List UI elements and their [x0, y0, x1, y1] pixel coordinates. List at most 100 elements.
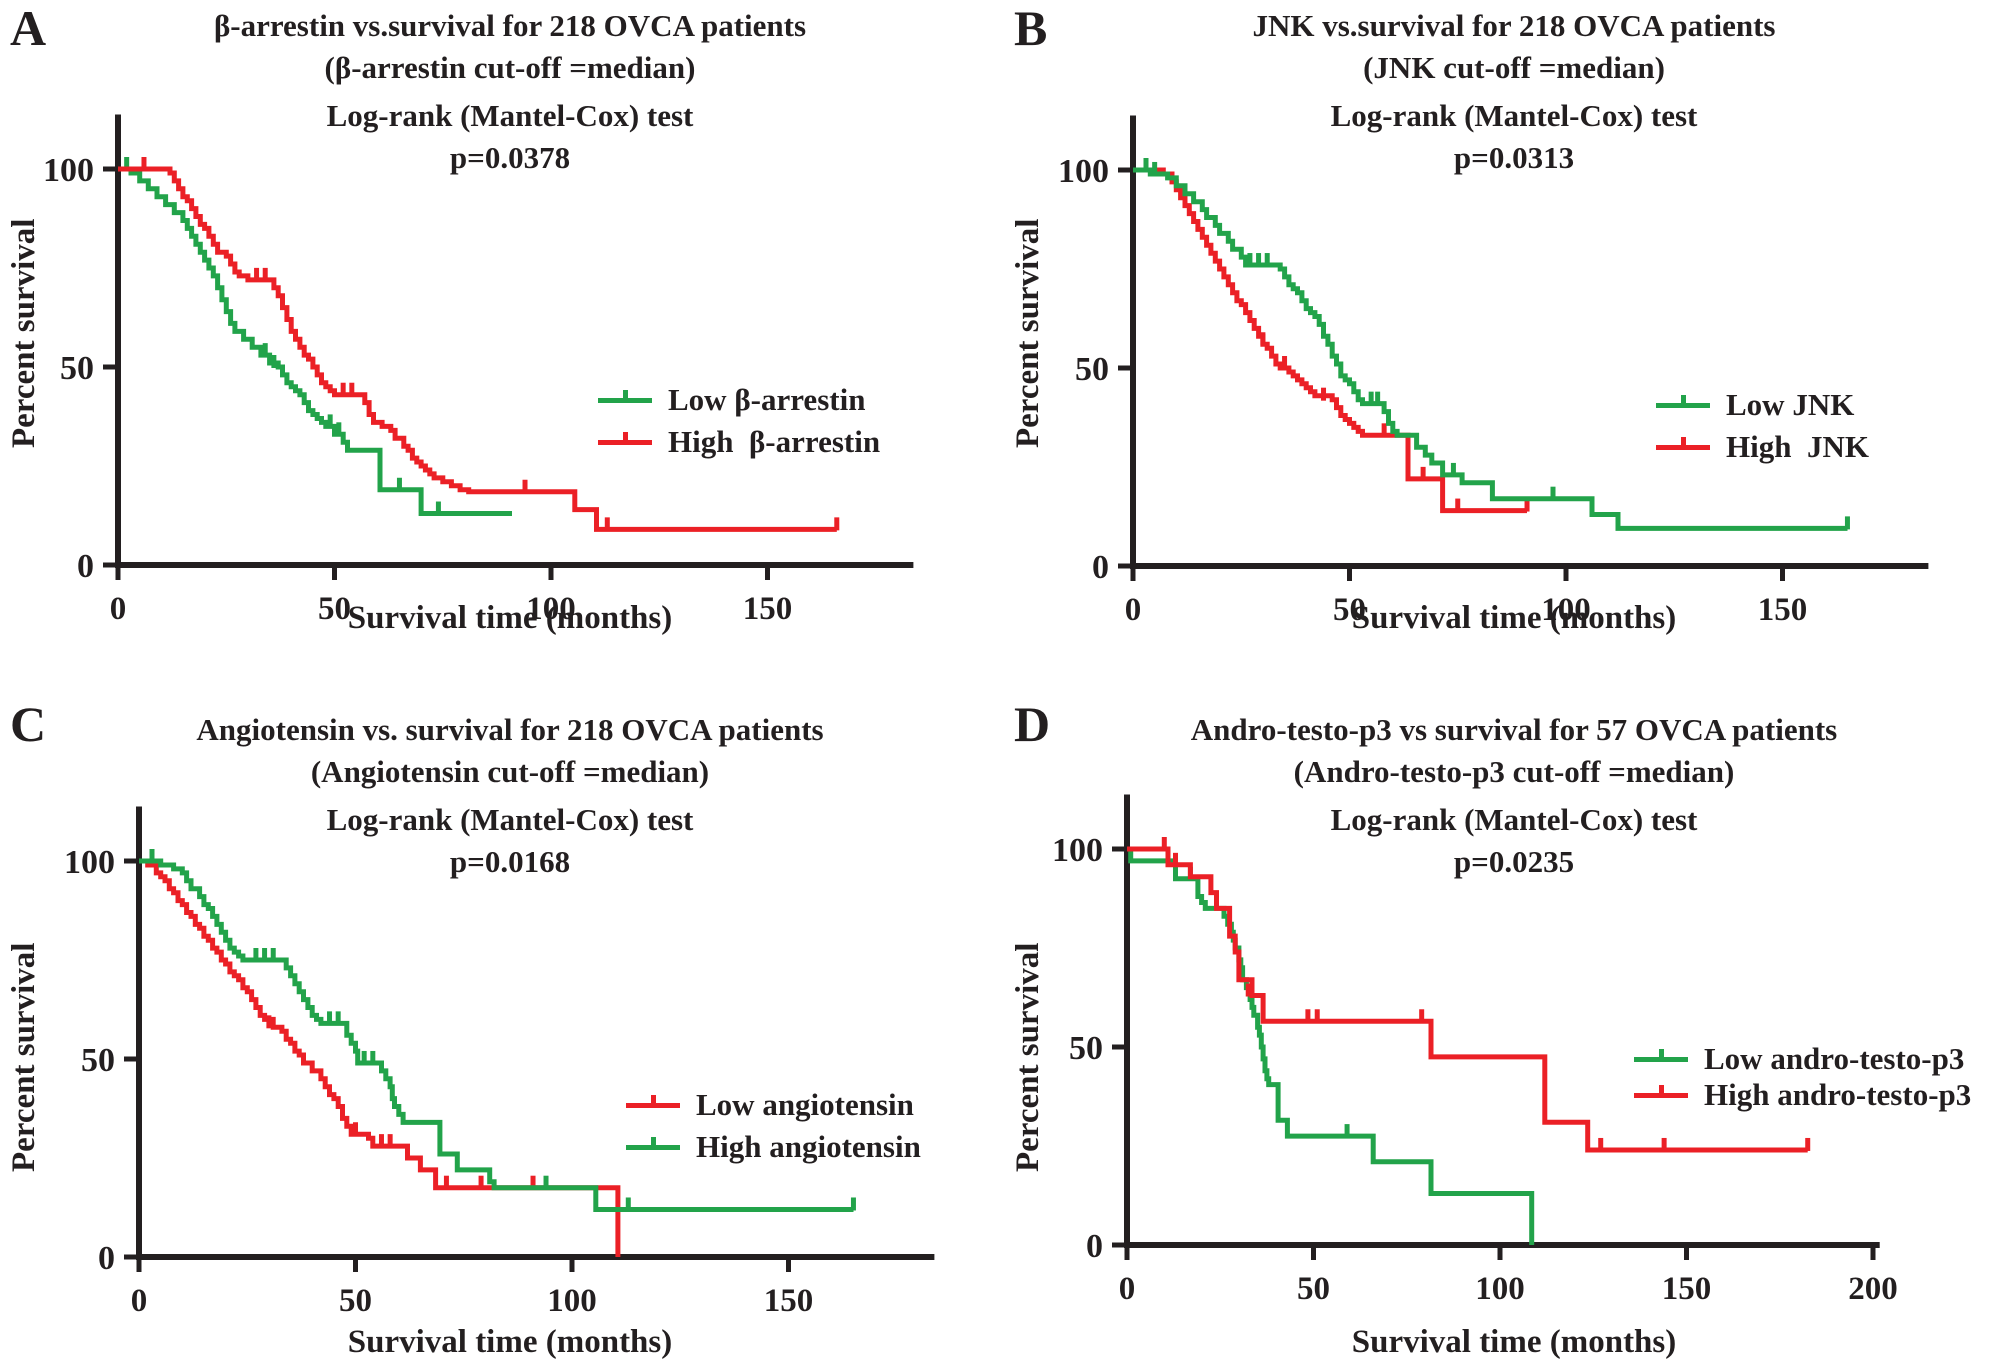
censor-tick-icon [1681, 394, 1686, 403]
y-tick-label: 50 [1075, 351, 1109, 388]
panel-letter: D [1014, 696, 1051, 752]
legend-label: High angiotensin [696, 1129, 921, 1164]
survival-curve-green [118, 157, 512, 516]
test-name: Log-rank (Mantel-Cox) test [326, 802, 694, 837]
censor-tick-icon [651, 1094, 656, 1103]
x-tick-label: 150 [1662, 1271, 1712, 1307]
cutoff-note: (β-arrestin cut-off =median) [324, 50, 696, 85]
y-axis-ticks: 0 50 100 [1052, 832, 1127, 1265]
x-tick-label: 50 [1333, 592, 1366, 628]
censor-tick-icon [651, 1136, 656, 1145]
legend-line-icon [626, 1136, 680, 1150]
x-axis-ticks: 0 50 100 150 200 [1119, 1245, 1898, 1307]
y-tick-label: 50 [1069, 1030, 1103, 1067]
survival-curve-green [139, 849, 856, 1212]
x-tick-label: 0 [1119, 1271, 1136, 1307]
legend-item: Low andro-testo-p3 [1634, 1042, 1971, 1076]
y-axis-ticks: 0 50 100 [64, 844, 139, 1277]
test-name: Log-rank (Mantel-Cox) test [1330, 802, 1698, 837]
legend-label: Low JNK [1726, 387, 1855, 422]
panel-title: Angiotensin vs. survival for 218 OVCA pa… [196, 712, 824, 747]
panel-letter: C [10, 696, 47, 752]
km-plot: 0 50 100 0 50 100 150 [1058, 115, 1929, 628]
x-tick-label: 150 [1758, 592, 1808, 628]
censor-tick-icon [1659, 1048, 1664, 1057]
y-tick-label: 50 [60, 350, 94, 387]
km-plot: 0 50 100 0 50 100 150 [64, 806, 935, 1319]
x-axis-label: Survival time (months) [347, 600, 673, 636]
panel-d-andro-testo-p3: D Andro-testo-p3 vs survival for 57 OVCA… [1004, 680, 2008, 1359]
legend: Low JNK High JNK [1656, 388, 1869, 464]
x-tick-label: 150 [764, 1283, 814, 1319]
x-tick-label: 50 [339, 1283, 372, 1319]
panel-b-jnk: B JNK vs.survival for 218 OVCA patients … [1004, 0, 2008, 679]
test-name: Log-rank (Mantel-Cox) test [1330, 98, 1698, 133]
legend-line-icon [598, 389, 652, 403]
x-tick-label: 50 [318, 591, 351, 627]
p-value: p=0.0235 [1453, 844, 1575, 879]
axes [1130, 115, 1929, 569]
x-tick-label: 50 [1297, 1271, 1330, 1307]
y-tick-label: 100 [1052, 832, 1103, 869]
cutoff-note: (Andro-testo-p3 cut-off =median) [1293, 754, 1735, 789]
y-tick-label: 0 [1092, 549, 1109, 586]
x-tick-label: 100 [1475, 1271, 1525, 1307]
y-axis-ticks: 0 50 100 [1058, 153, 1133, 586]
legend: Low β-arrestin High β-arrestin [598, 383, 880, 459]
legend-label: Low angiotensin [696, 1087, 914, 1122]
x-axis-label: Survival time (months) [1351, 1324, 1677, 1359]
censor-tick-icon [1659, 1084, 1664, 1093]
legend-item: High β-arrestin [598, 425, 880, 459]
x-axis-ticks: 0 50 100 150 [131, 1257, 814, 1319]
x-axis-ticks: 0 50 100 150 [1125, 566, 1808, 628]
y-tick-label: 0 [77, 548, 94, 585]
legend-line-icon [1634, 1084, 1688, 1098]
axes [1124, 794, 1880, 1248]
panel-title: β-arrestin vs.survival for 218 OVCA pati… [213, 8, 807, 43]
legend-line-icon [598, 431, 652, 445]
censor-tick-icon [623, 431, 628, 440]
p-value: p=0.0313 [1453, 140, 1575, 175]
axes [136, 806, 935, 1260]
panel-c-angiotensin: C Angiotensin vs. survival for 218 OVCA … [0, 680, 1004, 1359]
test-name: Log-rank (Mantel-Cox) test [326, 98, 694, 133]
panel-letter: B [1014, 0, 1048, 56]
y-tick-label: 100 [43, 152, 94, 189]
survival-curve-red [118, 157, 840, 532]
censor-tick-icon [623, 389, 628, 398]
legend-label: High andro-testo-p3 [1704, 1077, 1972, 1112]
survival-curve-green [1127, 846, 1535, 1245]
legend-line-icon [1656, 436, 1710, 450]
legend-item: High angiotensin [626, 1130, 921, 1164]
km-plot: 0 50 100 0 50 100 150 200 [1052, 794, 1898, 1307]
survival-curve-red [139, 858, 621, 1257]
x-tick-label: 100 [1541, 592, 1591, 628]
legend-item: Low β-arrestin [598, 383, 880, 417]
legend-item: Low JNK [1656, 388, 1869, 422]
x-axis-label: Survival time (months) [347, 1324, 673, 1359]
panel-a-beta-arrestin: A β-arrestin vs.survival for 218 OVCA pa… [0, 0, 1004, 679]
x-tick-label: 0 [1125, 592, 1142, 628]
panel-title: JNK vs.survival for 218 OVCA patients [1252, 8, 1776, 43]
legend: Low andro-testo-p3 High andro-testo-p3 [1634, 1042, 1971, 1112]
p-value: p=0.0378 [449, 140, 571, 175]
survival-curve-red [1127, 837, 1811, 1153]
legend: Low angiotensin High angiotensin [626, 1088, 921, 1164]
legend-label: High β-arrestin [668, 424, 881, 459]
survival-curve-green [1133, 158, 1850, 531]
axes [115, 114, 914, 568]
x-tick-label: 100 [547, 1283, 597, 1319]
y-tick-label: 0 [1086, 1228, 1103, 1265]
legend-line-icon [1634, 1048, 1688, 1062]
y-tick-label: 0 [98, 1240, 115, 1277]
x-tick-label: 0 [110, 591, 127, 627]
cutoff-note: (JNK cut-off =median) [1363, 50, 1665, 85]
x-tick-label: 200 [1848, 1271, 1898, 1307]
p-value: p=0.0168 [449, 844, 571, 879]
km-plot: 0 50 100 0 50 100 150 [43, 114, 914, 627]
y-tick-label: 50 [81, 1042, 115, 1079]
legend-item: High JNK [1656, 430, 1869, 464]
legend-label: Low andro-testo-p3 [1704, 1041, 1965, 1076]
cutoff-note: (Angiotensin cut-off =median) [310, 754, 710, 789]
